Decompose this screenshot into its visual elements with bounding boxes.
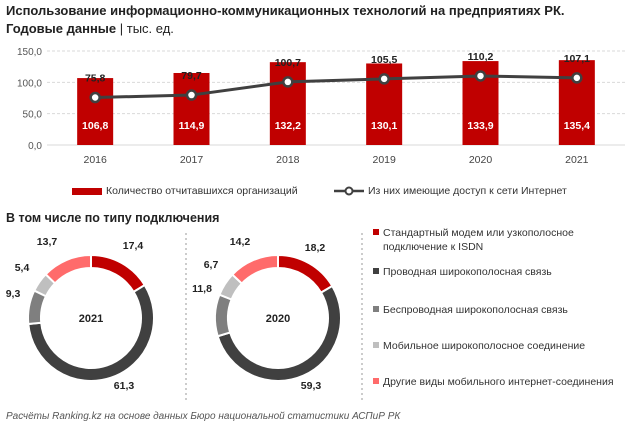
legend-bar-label: Количество отчитавшихся организаций — [106, 185, 298, 197]
legend-label: Мобильное широкополосное соединение — [383, 340, 586, 352]
chart-title: Использование информационно-коммуникацио… — [6, 3, 565, 18]
line-point — [474, 70, 487, 82]
bar-value-label: 106,8 — [82, 120, 108, 132]
bar-value-label: 114,9 — [179, 120, 205, 132]
donut-center-label: 2020 — [266, 313, 290, 325]
donut-legend-item: Беспроводная широкополосная связь — [373, 303, 568, 317]
bar-value-label: 130,1 — [371, 120, 397, 132]
donut-slice — [90, 253, 147, 294]
line-point — [89, 91, 101, 104]
chart-subtitle: Годовые данные | тыс. ед. — [6, 21, 174, 36]
bar-value-label: 135,4 — [564, 120, 590, 132]
legend-marker — [373, 342, 379, 348]
legend-label: Беспроводная широкополосная связь — [383, 304, 568, 316]
legend-marker — [373, 268, 379, 274]
bar — [77, 78, 114, 145]
donut-value-label: 61,3 — [114, 380, 135, 392]
legend-marker — [373, 229, 379, 235]
source-note: Расчёты Ranking.kz на основе данных Бюро… — [6, 411, 401, 422]
line-point — [185, 89, 198, 101]
legend-line-swatch — [334, 186, 364, 196]
line-point — [378, 73, 390, 85]
section-title: В том числе по типу подключения — [6, 211, 220, 225]
donut-slice — [214, 293, 233, 338]
x-tick-label: 2018 — [276, 154, 300, 166]
line-value-label: 110,2 — [468, 51, 494, 63]
donut-slice — [27, 283, 155, 382]
x-tick-label: 2021 — [565, 154, 589, 166]
donut-value-label: 9,3 — [6, 288, 21, 300]
subtitle-units: | тыс. ед. — [116, 21, 174, 36]
donut-value-label: 13,7 — [37, 236, 58, 248]
legend-line-label: Из них имеющие доступ к сети Интернет — [368, 185, 567, 197]
donut-value-label: 5,4 — [15, 262, 30, 274]
bar-value-label: 133,9 — [467, 120, 493, 132]
legend-marker — [373, 378, 379, 384]
legend-bar-swatch — [72, 187, 102, 195]
y-tick-label: 150,0 — [17, 47, 42, 58]
donut-value-label: 11,8 — [192, 283, 212, 295]
y-tick-label: 0,0 — [28, 141, 42, 152]
line-point — [282, 76, 294, 88]
donut-slice — [32, 272, 57, 298]
line-value-label: 75,8 — [85, 72, 106, 84]
legend-label: Стандартный модем или узкополосное подкл… — [383, 227, 574, 253]
legend-label: Проводная широкополосная связь — [383, 266, 552, 278]
donut-value-label: 14,2 — [230, 236, 251, 248]
donut-legend-item: Стандартный модем или узкополосное подкл… — [373, 226, 635, 254]
donut-legend-item: Другие виды мобильного интернет-соединен… — [373, 375, 614, 389]
bar — [173, 72, 210, 145]
donut-slice — [277, 253, 334, 294]
donut-value-label: 18,2 — [305, 242, 326, 254]
line-value-label: 105,5 — [371, 54, 397, 66]
donut-slice — [230, 253, 279, 285]
x-tick-label: 2016 — [83, 154, 107, 166]
x-tick-label: 2019 — [372, 154, 396, 166]
x-tick-label: 2020 — [469, 154, 493, 166]
legend-label: Другие виды мобильного интернет-соединен… — [383, 376, 614, 388]
line-point — [571, 72, 583, 84]
line-value-label: 107,1 — [564, 53, 590, 65]
line-value-label: 100,7 — [275, 57, 301, 69]
x-tick-label: 2017 — [180, 154, 204, 166]
donut-legend-item: Проводная широкополосная связь — [373, 265, 552, 279]
bar — [269, 62, 306, 146]
donut-slice — [44, 253, 92, 285]
legend-line: Из них имеющие доступ к сети Интернет — [334, 185, 567, 197]
y-tick-label: 100,0 — [17, 78, 42, 89]
donut-value-label: 59,3 — [301, 380, 322, 392]
combo-chart: 0,0 50,0 100,0 150,0 106,8 114,9 132,2 130,1 133… — [17, 47, 625, 166]
legend-bars: Количество отчитавшихся организаций — [72, 185, 298, 197]
donut-value-label: 6,7 — [204, 259, 219, 271]
donut-center-label: 2021 — [79, 313, 103, 325]
donut-slice — [216, 284, 342, 382]
donut-legend-item: Мобильное широкополосное соединение — [373, 339, 585, 353]
bar-value-label: 132,2 — [275, 120, 301, 132]
donut-value-label: 17,4 — [123, 240, 144, 252]
donut-slice — [218, 273, 244, 301]
subtitle-bold: Годовые данные — [6, 21, 117, 36]
line-value-label: 79,7 — [181, 70, 202, 82]
legend-marker — [373, 306, 379, 312]
y-tick-label: 50,0 — [23, 110, 43, 121]
donut-slice — [27, 289, 48, 326]
line-series — [95, 74, 577, 99]
